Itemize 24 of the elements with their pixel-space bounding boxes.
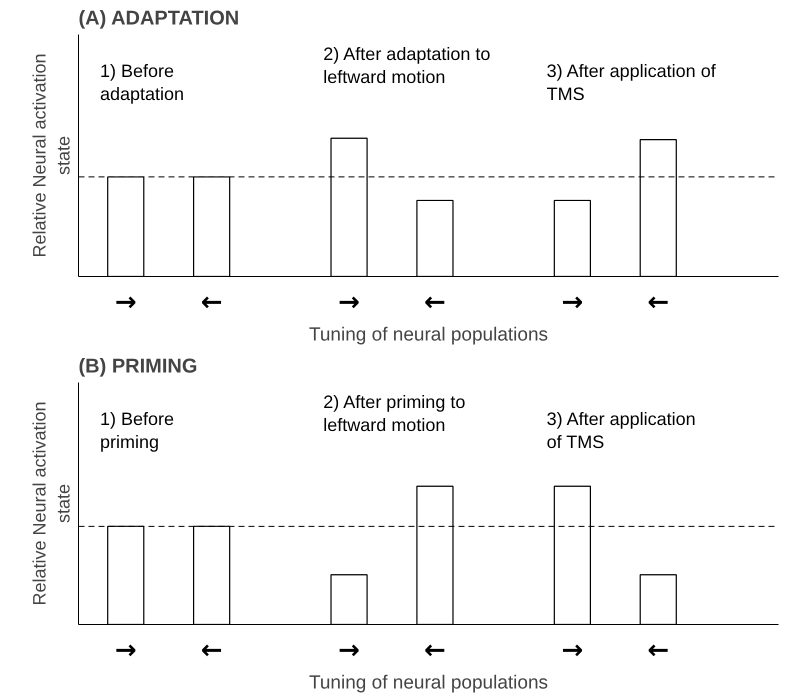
text: 2) After priming to leftward motion	[323, 392, 466, 436]
x-tick-label: →	[338, 288, 360, 318]
x-axis-title: Tuning of neural populations	[308, 324, 548, 346]
x-tick-label: ←	[424, 636, 446, 666]
text: 1) Before adaptation	[100, 60, 184, 104]
x-tick-label: ←	[200, 636, 223, 666]
text: 3) After application of TMS	[546, 408, 696, 452]
text: 1) Before priming	[100, 408, 174, 452]
x-tick-label: →	[561, 288, 584, 318]
y-axis-title: Relative Neural activation state	[30, 401, 74, 606]
x-axis-title: Tuning of neural populations	[308, 672, 548, 694]
chart-title: (A) ADAPTATION	[78, 8, 240, 30]
x-tick-label: ←	[200, 288, 223, 318]
x-tick-label: →	[114, 288, 137, 318]
x-tick-label: ←	[647, 636, 670, 666]
text: 2) After adaptation to leftward motion	[323, 44, 490, 88]
text: 3) After application of TMS	[546, 60, 717, 104]
chart-title: (B) PRIMING	[78, 356, 198, 378]
x-tick-label: ←	[424, 288, 446, 318]
y-axis-title: Relative Neural activation state	[30, 53, 74, 258]
x-tick-label: ←	[647, 288, 670, 318]
x-tick-label: →	[561, 636, 584, 666]
x-tick-label: →	[338, 636, 360, 666]
x-tick-label: →	[114, 636, 137, 666]
